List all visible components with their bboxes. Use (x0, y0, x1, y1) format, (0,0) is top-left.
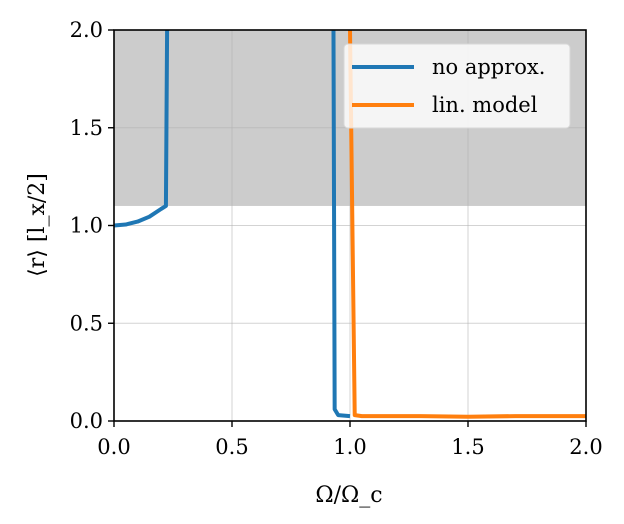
y-tick-label-0: 0.0 (70, 409, 103, 433)
x-tick-label-4: 2.0 (569, 435, 602, 459)
legend-label-lin-model: lin. model (432, 93, 538, 117)
x-tick-label-3: 1.5 (451, 435, 484, 459)
x-tick-label-1: 0.5 (215, 435, 248, 459)
x-tick-label-0: 0.0 (97, 435, 130, 459)
series-line-0-segment-1 (331, 29, 351, 419)
series-line-0-segment-0 (114, 29, 170, 228)
series-layer (114, 29, 586, 419)
legend-label-no-approx: no approx. (432, 55, 545, 79)
y-tick-label-2: 1.0 (70, 214, 103, 238)
x-tick-label-2: 1.0 (333, 435, 366, 459)
ticks-layer: 0.0 0.5 1.0 1.5 2.0 0.0 0.5 1.0 1.5 2.0 (70, 18, 603, 459)
y-tick-label-4: 2.0 (70, 18, 103, 42)
y-tick-label-1: 0.5 (70, 311, 103, 335)
x-axis-label: Ω/Ω_c (315, 483, 382, 508)
series-line-1-segment-0 (348, 29, 586, 419)
legend: no approx. lin. model (343, 43, 571, 129)
y-axis-label: ⟨r⟩ [l_x/2] (25, 173, 50, 277)
y-tick-label-3: 1.5 (70, 116, 103, 140)
